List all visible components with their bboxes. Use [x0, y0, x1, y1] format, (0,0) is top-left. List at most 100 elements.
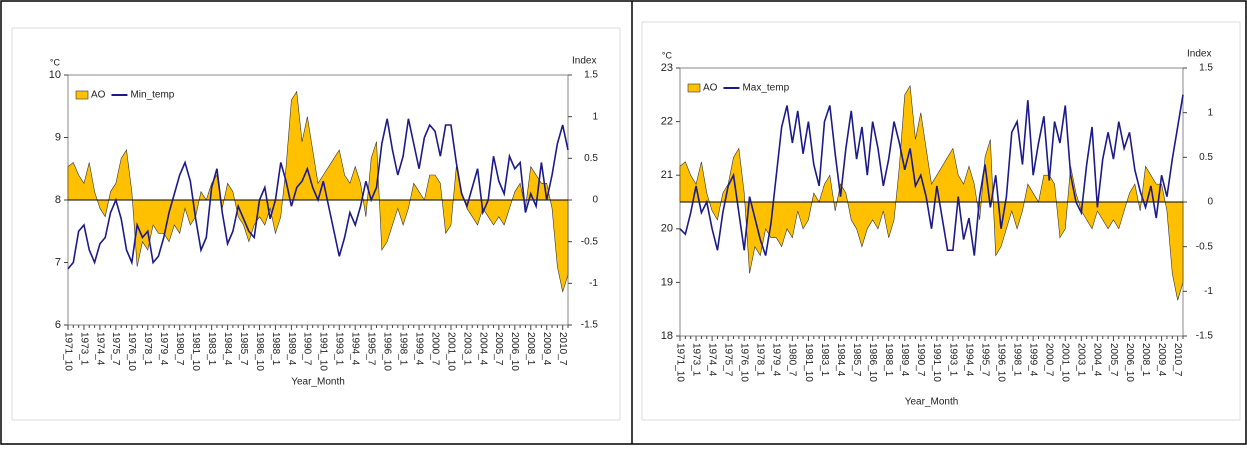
- y2-tick-label: 1.5: [584, 70, 598, 81]
- x-tick-label: 1983_1: [206, 332, 217, 366]
- y-tick-label: 8: [55, 194, 61, 206]
- x-tick-label: 2010_7: [1172, 343, 1183, 377]
- chart-frame: [641, 21, 1241, 421]
- x-tick-label: 2008_1: [1140, 343, 1151, 377]
- y2-tick-label: -0.5: [1196, 241, 1214, 252]
- x-tick-label: 1988_1: [883, 343, 894, 377]
- x-tick-label: 1978_1: [755, 343, 766, 377]
- legend-swatch: [75, 90, 89, 100]
- x-tick-label: 1996_10: [995, 343, 1006, 382]
- ao-area: [679, 84, 1184, 301]
- y-tick-label: 20: [661, 223, 673, 235]
- x-tick-label: 2004_4: [1092, 343, 1103, 377]
- y-tick-label: 10: [49, 69, 61, 81]
- x-tick-label: 1975_7: [723, 343, 734, 377]
- legend-label: AO: [91, 90, 106, 101]
- y2-tick-label: 1.5: [1199, 63, 1213, 74]
- legend-label: AO: [703, 83, 718, 94]
- x-tick-label: 1974_4: [706, 343, 717, 377]
- y2-tick-label: 1: [592, 111, 598, 122]
- x-tick-label: 1986_10: [254, 332, 265, 371]
- x-tick-label: 1980_7: [787, 343, 798, 377]
- x-tick-label: 1984_4: [222, 332, 233, 366]
- ao-area: [67, 90, 569, 293]
- x-tick-label: 1981_10: [803, 343, 814, 382]
- x-tick-label: 1979_4: [771, 343, 782, 377]
- x-tick-label: 1994_4: [963, 343, 974, 377]
- x-tick-label: 1998_1: [1011, 343, 1022, 377]
- x-tick-label: 2003_1: [461, 332, 472, 366]
- x-tick-label: 2008_1: [525, 332, 536, 366]
- y2-tick-label: -1: [1204, 286, 1213, 297]
- y-tick-label: 9: [55, 131, 61, 143]
- y-tick-label: 23: [661, 62, 673, 74]
- y2-tick-label: 0: [1207, 197, 1213, 208]
- y-tick-label: 19: [661, 276, 673, 288]
- x-tick-label: 1995_7: [979, 343, 990, 377]
- x-tick-label: 2010_7: [557, 332, 568, 366]
- x-tick-label: 1983_1: [819, 343, 830, 377]
- y2-axis-title: Index: [572, 56, 596, 67]
- x-tick-label: 2006_10: [1124, 343, 1135, 382]
- x-tick-label: 1974_4: [94, 332, 105, 366]
- x-tick-label: 1980_7: [174, 332, 185, 366]
- x-tick-label: 2005_7: [1108, 343, 1119, 377]
- x-tick-label: 1993_1: [947, 343, 958, 377]
- x-tick-label: 1978_1: [142, 332, 153, 366]
- x-tick-label: 1991_10: [318, 332, 329, 371]
- x-tick-label: 1979_4: [158, 332, 169, 366]
- x-tick-label: 1995_7: [366, 332, 377, 366]
- x-tick-label: 1990_7: [915, 343, 926, 377]
- x-tick-label: 1986_10: [867, 343, 878, 382]
- y2-tick-label: -1: [589, 278, 598, 289]
- x-axis-title: Year_Month: [291, 377, 345, 388]
- y2-tick-label: 0: [592, 195, 598, 206]
- y2-tick-label: -1.5: [1196, 331, 1214, 342]
- y-tick-label: 22: [661, 116, 673, 128]
- y2-axis-title: Index: [1187, 49, 1211, 60]
- x-tick-label: 2009_4: [1156, 343, 1167, 377]
- x-tick-label: 2001_10: [445, 332, 456, 371]
- x-tick-label: 1976_10: [739, 343, 750, 382]
- x-axis-title: Year_Month: [905, 397, 959, 408]
- x-tick-label: 2004_4: [477, 332, 488, 366]
- x-tick-label: 1971_10: [62, 332, 73, 371]
- legend-label: Max_temp: [742, 83, 789, 94]
- legend-label: Min_temp: [130, 90, 174, 101]
- x-tick-label: 1985_7: [238, 332, 249, 366]
- x-tick-label: 1981_10: [190, 332, 201, 371]
- x-tick-label: 1990_7: [302, 332, 313, 366]
- x-tick-label: 1975_7: [110, 332, 121, 366]
- x-tick-label: 1973_1: [690, 343, 701, 377]
- x-tick-label: 1991_10: [931, 343, 942, 382]
- x-tick-label: 2000_7: [429, 332, 440, 366]
- x-tick-label: 1973_1: [78, 332, 89, 366]
- x-tick-label: 1994_4: [350, 332, 361, 366]
- x-tick-label: 1971_10: [674, 343, 685, 382]
- y-tick-label: 21: [661, 169, 673, 181]
- y-tick-label: 18: [661, 330, 673, 342]
- x-tick-label: 2006_10: [509, 332, 520, 371]
- y-axis-title: °C: [662, 50, 673, 60]
- x-tick-label: 1993_1: [334, 332, 345, 366]
- x-tick-label: 1996_10: [382, 332, 393, 371]
- x-tick-label: 1985_7: [851, 343, 862, 377]
- y2-tick-label: 1: [1207, 107, 1213, 118]
- y2-tick-label: -0.5: [581, 236, 599, 247]
- x-tick-label: 2009_4: [541, 332, 552, 366]
- x-tick-label: 2001_10: [1060, 343, 1071, 382]
- x-tick-label: 1998_1: [397, 332, 408, 366]
- x-tick-label: 1988_1: [270, 332, 281, 366]
- x-tick-label: 2005_7: [493, 332, 504, 366]
- temp-line: [679, 94, 1184, 256]
- chart-frame: [11, 27, 621, 421]
- y2-tick-label: 0.5: [1199, 152, 1213, 163]
- legend-swatch: [687, 83, 701, 93]
- y2-tick-label: 0.5: [584, 153, 598, 164]
- y-axis-title: °C: [50, 57, 61, 67]
- x-tick-label: 1984_4: [835, 343, 846, 377]
- x-tick-label: 2003_1: [1076, 343, 1087, 377]
- x-tick-label: 1989_4: [286, 332, 297, 366]
